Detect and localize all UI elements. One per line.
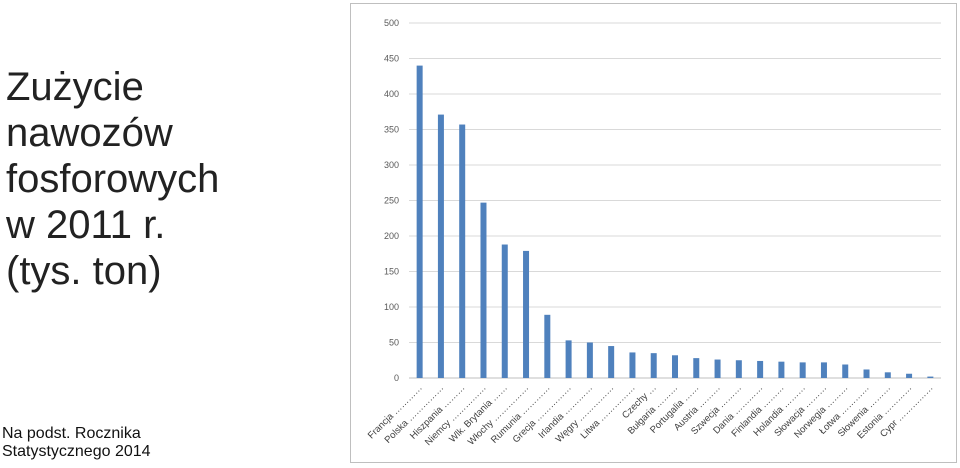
y-tick-label: 0	[394, 373, 399, 383]
slide-title: Zużycie nawozów fosforowych w 2011 r. (t…	[6, 64, 346, 294]
bar	[778, 361, 785, 378]
slide-title-line: (tys. ton)	[6, 249, 162, 293]
bar	[884, 372, 891, 378]
slide-title-line: fosforowych	[6, 157, 220, 201]
slide-title-line: nawozów	[6, 111, 173, 155]
y-tick-label: 150	[384, 267, 399, 277]
bar	[501, 244, 508, 378]
bar	[416, 65, 423, 378]
bar	[906, 373, 913, 378]
slide-title-line: Zużycie	[6, 65, 144, 109]
y-tick-label: 300	[384, 160, 399, 170]
y-tick-label: 200	[384, 231, 399, 241]
y-tick-label: 500	[384, 18, 399, 28]
bar	[586, 342, 593, 378]
y-tick-label: 250	[384, 196, 399, 206]
bar	[608, 346, 615, 378]
bar	[799, 362, 806, 378]
source-note-line: Na podst. Rocznika	[2, 425, 141, 442]
bar	[459, 124, 466, 378]
bar	[650, 353, 657, 378]
bar	[523, 250, 530, 378]
bar	[714, 359, 721, 378]
slide-title-line: w 2011 r.	[6, 203, 166, 247]
y-tick-label: 50	[389, 338, 399, 348]
bar	[927, 376, 934, 378]
bar	[672, 355, 678, 378]
chart-frame: 0 50 100 150 200 250 300 350 400 450 500 Francja ………	[350, 3, 957, 463]
bar	[820, 362, 827, 378]
bar	[480, 202, 487, 378]
y-tick-label: 100	[384, 302, 399, 312]
bar	[437, 114, 444, 378]
bar	[842, 364, 849, 378]
source-note-line: Statystycznego 2014	[2, 443, 151, 460]
bar	[863, 369, 870, 378]
bar	[565, 340, 572, 378]
bar	[629, 352, 636, 378]
y-tick-label: 450	[384, 54, 399, 64]
bar	[693, 358, 700, 378]
bar	[735, 360, 742, 378]
y-tick-label: 350	[384, 125, 399, 135]
source-note: Na podst. Rocznika Statystycznego 2014	[2, 425, 342, 461]
bar	[757, 360, 764, 378]
bar	[544, 314, 551, 378]
y-tick-label: 400	[384, 89, 399, 99]
